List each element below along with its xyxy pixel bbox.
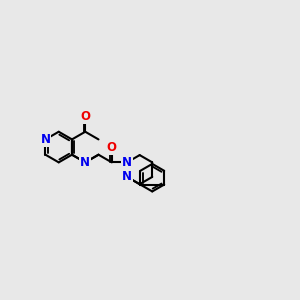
Text: N: N [122,170,132,183]
Text: N: N [122,156,132,169]
Text: N: N [80,156,90,169]
Text: O: O [80,110,90,123]
Text: N: N [40,133,50,146]
Text: O: O [107,141,117,154]
